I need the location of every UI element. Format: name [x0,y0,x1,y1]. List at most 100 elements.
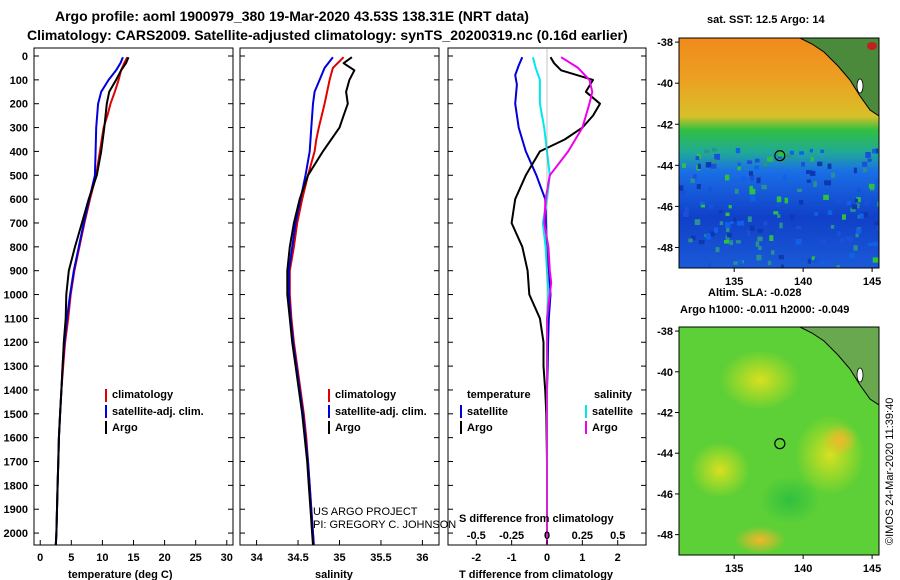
sst-pixel [693,174,697,179]
sst-pixel [830,225,835,229]
map-x-tick-label: 140 [794,563,812,575]
sst-pixel [767,156,774,162]
argo-float-marker [774,438,786,450]
australia-land [800,38,879,116]
map-y-tick-label: -44 [657,448,674,460]
sst-pixel [735,148,741,154]
sst-pixel [780,264,784,268]
sst-pixel [700,195,704,200]
sst-pixel [681,163,686,168]
sst-pixel [733,261,738,265]
sst-pixel [704,241,710,246]
legend-s-argo-label: Argo [592,422,618,434]
depth-tick-label: 1800 [4,480,28,492]
map-y-tick-label: -40 [657,367,673,379]
sst-pixel [771,250,775,255]
salinity-plot-frame [239,47,440,546]
sst-pixel [679,185,684,191]
s-difference-label: S difference from climatology [459,513,615,525]
sst-pixel [827,163,832,169]
x2-tick-label: -0.25 [499,530,524,542]
sst-pixel [737,260,743,264]
x-tick-label: -1 [507,552,517,564]
sst-pixel [705,233,711,240]
sst-pixel [777,214,781,218]
map-y-tick-label: -40 [657,78,673,90]
sst-pixel [703,149,710,153]
sst-pixel [750,175,754,181]
x-tick-label: 0 [544,552,550,564]
x2-tick-label: 0 [544,530,550,542]
australia-coastline [799,38,879,117]
sst-pixel [740,176,746,182]
sst-pixel [711,148,717,152]
sst-pixel [734,188,739,194]
x-tick-label: 34.5 [287,552,308,564]
australia-coastline [799,327,879,406]
sla-blob [760,476,820,524]
sst-pixel [784,197,788,204]
sst-pixel [733,217,737,222]
sst-pixel [824,180,830,185]
map-y-tick-label: -42 [657,119,673,131]
map-y-tick-label: -48 [657,530,673,542]
sst-pixel [789,150,794,155]
sst-pixel [856,188,861,193]
sst-pixel [801,162,805,167]
sst-pixel [867,158,872,162]
sst-pixel [854,198,859,203]
sst-pixel [823,194,829,200]
temperature-x-label: temperature (deg C) [68,569,173,580]
sst-pixel [747,216,752,222]
sst-pixel [747,160,753,164]
sst-pixel [741,220,745,226]
sst-pixel [872,148,877,154]
sst-pixel [697,163,701,170]
depth-tick-label: 300 [10,123,28,135]
sst-pixel [725,212,730,217]
x-tick-label: 25 [190,552,202,564]
sst-pixel [711,163,717,169]
series-line [510,56,601,545]
sst-pixel [810,156,814,162]
series-line [543,56,594,545]
sst-pixel [680,190,686,195]
sla-map-ticks: 135 140 145 -38 -40 -42 -44 -46 -48 [657,326,881,575]
map-y-tick-label: -38 [657,326,673,338]
map-x-tick-label: 145 [863,276,881,288]
sst-pixel [709,231,715,237]
sst-pixel [875,179,879,185]
sst-pixel [778,151,783,157]
sst-pixel [859,213,864,219]
title-line-1: Argo profile: aoml 1900979_380 19-Mar-20… [55,8,529,24]
sst-pixel [749,188,756,195]
sst-pixel [726,227,730,232]
sst-pixel [714,153,721,160]
depth-y-ticks: 0 100 200 300 400 500 600 700 800 900 1000 1100 1200… [4,51,28,540]
sst-pixel [865,152,871,158]
sst-pixel [827,210,833,216]
depth-tick-label: 200 [10,99,28,111]
sst-pixel [846,236,852,241]
sst-pixel [872,257,879,263]
depth-tick-label: 0 [22,51,28,63]
sst-pixel [842,214,846,220]
sst-pixel [696,184,701,190]
legend-satellite-label: satellite-adj. clim. [335,406,427,418]
sst-pixel [799,151,805,155]
sst-pixel [684,206,690,212]
sst-pixel [863,167,867,173]
sst-map: sat. SST: 12.5 Argo: 14 135 140 145 -38 -40 -… [657,14,881,288]
sst-pixel [749,185,753,192]
x-tick-label: 5 [68,552,74,564]
sst-pixel [874,221,879,226]
depth-tick-label: 1700 [4,457,28,469]
depth-tick-label: 1200 [4,337,28,349]
temperature-series [34,55,233,546]
sst-pixel [820,149,825,153]
sst-pixel [708,204,714,209]
sst-pixel [757,228,763,233]
legend-s-satellite-label: satellite [592,406,633,418]
sst-pixel [706,236,711,240]
sla-map-title-2: Argo h1000: -0.011 h2000: -0.049 [680,304,849,316]
